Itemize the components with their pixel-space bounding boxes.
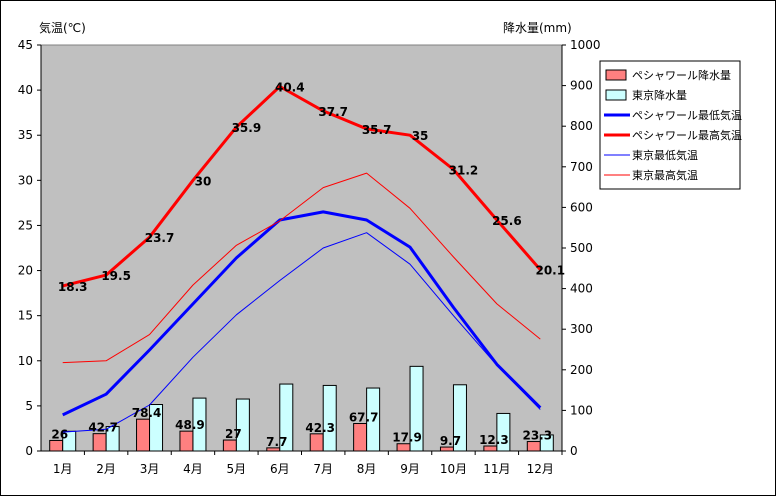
legend-label-1: ペシャワール降水量 <box>632 68 731 82</box>
rain-label-7: 42.3 <box>305 421 335 435</box>
x-tick-label: 11月 <box>483 462 510 476</box>
rain-label-12: 23.3 <box>522 429 552 443</box>
bar-1-9 <box>396 443 411 452</box>
max-temp-label-7: 37.7 <box>318 105 348 119</box>
lines-layer <box>62 85 542 433</box>
x-tick-label: 5月 <box>227 462 247 476</box>
left-tick-label: 15 <box>18 309 33 323</box>
bar-1-1 <box>49 439 64 452</box>
max-temp-label-3: 23.7 <box>145 231 175 245</box>
left-axis-title: 気温(℃) <box>39 20 86 35</box>
x-tick-label: 1月 <box>53 462 73 476</box>
x-tick-label: 6月 <box>270 462 290 476</box>
left-tick-label: 35 <box>18 128 33 142</box>
left-tick-label: 45 <box>18 38 33 52</box>
x-tick-label: 4月 <box>183 462 203 476</box>
right-axis-title: 降水量(mm) <box>503 21 572 35</box>
max-temp-label-9: 35 <box>412 129 429 143</box>
plot-area <box>40 44 563 452</box>
max-temp-label-5: 35.9 <box>232 121 262 135</box>
line-series-3 <box>62 232 541 433</box>
max-temp-label-1: 18.3 <box>58 280 88 294</box>
right-tick-label: 500 <box>570 241 593 255</box>
right-tick-label: 900 <box>570 79 593 93</box>
labels-layer: 18.3 19.5 23.7 30 35.9 40.4 37.7 35.7 35 31.2 25.6… <box>51 81 565 449</box>
x-tick-label: 8月 <box>357 462 377 476</box>
right-tick-label: 300 <box>570 322 593 336</box>
legend-label-5: 東京最低気温 <box>632 148 698 162</box>
x-tick-label: 10月 <box>440 462 467 476</box>
bar-1-7 <box>309 433 324 452</box>
rain-label-9: 17.9 <box>392 431 422 445</box>
left-tick-label: 10 <box>18 354 33 368</box>
right-tick-label: 0 <box>570 444 578 458</box>
left-tick-label: 40 <box>18 83 33 97</box>
right-tick-label: 400 <box>570 282 593 296</box>
x-tick-label: 3月 <box>140 462 160 476</box>
right-tick-label: 200 <box>570 363 593 377</box>
x-tick-label: 12月 <box>527 462 554 476</box>
bar-1-12 <box>526 441 541 452</box>
max-temp-label-4: 30 <box>195 174 212 188</box>
bar-1-4 <box>179 430 194 452</box>
line-series-1 <box>62 210 542 417</box>
rain-label-6: 7.7 <box>266 435 287 449</box>
max-temp-label-10: 31.2 <box>449 164 479 178</box>
left-tick-label: 30 <box>18 173 33 187</box>
x-tick-label: 2月 <box>96 462 116 476</box>
max-temp-label-11: 25.6 <box>492 214 522 228</box>
right-tick-label: 100 <box>570 403 593 417</box>
right-tick-label: 800 <box>570 119 593 133</box>
rain-label-5: 27 <box>225 427 242 441</box>
rain-label-8: 67.7 <box>349 411 379 425</box>
legend-label-2: 東京降水量 <box>632 88 687 102</box>
rain-label-11: 12.3 <box>479 433 509 447</box>
left-tick-label: 20 <box>18 264 33 278</box>
max-temp-label-2: 19.5 <box>101 269 131 283</box>
rain-label-10: 9.7 <box>440 434 461 448</box>
bar-1-5 <box>222 439 237 452</box>
left-tick-label: 25 <box>18 218 33 232</box>
max-temp-label-12: 20.1 <box>535 264 565 278</box>
legend-label-3: ペシャワール最低気温 <box>632 108 742 122</box>
legend-swatch-2 <box>605 89 627 101</box>
legend: ペシャワール降水量東京降水量ペシャワール最低気温ペシャワール最高気温東京最低気温… <box>599 60 742 190</box>
bar-1-2 <box>92 433 107 452</box>
max-temp-label-8: 35.7 <box>362 123 392 137</box>
bar-2-7 <box>322 384 337 452</box>
right-tick-label: 600 <box>570 200 593 214</box>
left-tick-label: 5 <box>25 399 33 413</box>
bar-1-3 <box>136 418 151 452</box>
rain-label-3: 78.4 <box>132 406 162 420</box>
right-tick-label: 700 <box>570 160 593 174</box>
max-temp-label-6: 40.4 <box>275 81 305 95</box>
x-tick-label: 7月 <box>313 462 333 476</box>
rain-label-4: 48.9 <box>175 418 205 432</box>
axes-layer: 0 5 10 15 20 25 30 35 40 45 0 100 200 300 400 500 600 700… <box>18 38 601 476</box>
bars-layer <box>49 365 554 452</box>
line-series-4 <box>62 172 541 364</box>
x-tick-label: 9月 <box>400 462 420 476</box>
legend-label-6: 東京最高気温 <box>632 168 698 182</box>
bar-2-5 <box>235 398 250 452</box>
rain-label-1: 26 <box>51 427 68 441</box>
left-tick-label: 0 <box>25 444 33 458</box>
right-tick-label: 1000 <box>570 38 601 52</box>
bar-1-8 <box>353 423 368 452</box>
legend-box <box>599 60 741 190</box>
plot-background <box>40 44 563 452</box>
rain-label-2: 42.7 <box>88 421 118 435</box>
legend-label-4: ペシャワール最高気温 <box>632 128 742 142</box>
line-series-2 <box>62 85 542 288</box>
legend-swatch-1 <box>605 69 627 81</box>
